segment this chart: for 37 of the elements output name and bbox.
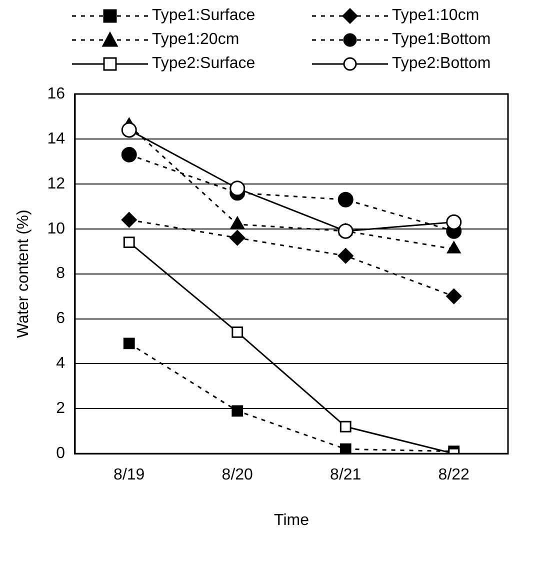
legend-label: Type1:10cm: [392, 7, 480, 25]
point: [338, 192, 354, 208]
legend-label: Type2:Bottom: [392, 55, 491, 73]
x-tick-label: 8/22: [438, 466, 470, 484]
y-tick-label: 6: [56, 310, 66, 328]
point: [230, 180, 246, 196]
y-tick-label: 14: [47, 130, 66, 148]
y-tick-label: 12: [47, 175, 66, 192]
point: [123, 236, 135, 248]
y-tick-label: 8: [56, 265, 66, 282]
y-axis-title: Water content (%): [15, 210, 32, 338]
y-tick-label: 2: [56, 400, 66, 418]
legend-label: Type1:Surface: [152, 7, 256, 25]
point: [121, 122, 137, 138]
point: [232, 326, 244, 338]
legend-label: Type1:20cm: [152, 31, 240, 49]
x-tick-label: 8/21: [330, 466, 362, 484]
legend-label: Type1:Bottom: [392, 31, 491, 49]
x-tick-label: 8/20: [222, 466, 254, 484]
legend-label: Type2:Surface: [152, 55, 256, 73]
x-axis-title: Time: [274, 512, 310, 529]
point: [340, 443, 352, 454]
y-tick-label: 10: [47, 220, 66, 238]
point: [232, 405, 244, 417]
y-tick-label: 4: [56, 355, 66, 372]
y-tick-label: 16: [47, 85, 66, 102]
point: [123, 338, 135, 350]
point: [338, 248, 354, 264]
point: [121, 212, 137, 228]
point: [338, 223, 354, 239]
point: [121, 146, 137, 162]
point: [446, 288, 462, 304]
y-tick-label: 0: [56, 445, 66, 462]
point: [230, 230, 246, 246]
x-tick-label: 8/19: [114, 466, 145, 484]
point: [446, 214, 462, 230]
point: [340, 420, 352, 432]
